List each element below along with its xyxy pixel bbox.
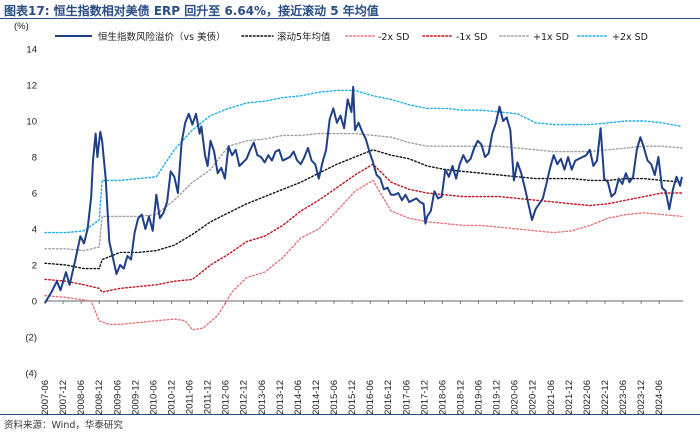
- x-tick-label: 2022-06: [582, 380, 593, 415]
- x-tick-label: 2011-06: [185, 380, 196, 414]
- series-line: [44, 163, 683, 293]
- x-tick-label: 2018-06: [437, 380, 448, 415]
- legend-label: -1x SD: [456, 32, 487, 43]
- x-tick-label: 2019-12: [492, 380, 503, 415]
- x-tick-label: 2014-06: [293, 380, 304, 415]
- y-tick-label: (4): [25, 369, 37, 380]
- series-line: [44, 149, 683, 270]
- x-tick-label: 2021-06: [546, 380, 557, 415]
- x-tick-label: 2012-12: [239, 380, 250, 415]
- x-tick-label: 2018-12: [455, 380, 466, 415]
- x-tick-label: 2007-12: [58, 380, 69, 415]
- x-tick-label: 2022-12: [600, 380, 611, 415]
- y-tick-label: 0: [32, 297, 37, 308]
- x-tick-label: 2013-06: [257, 380, 268, 415]
- x-tick-label: 2007-06: [40, 380, 51, 415]
- x-tick-label: 2021-12: [564, 380, 575, 415]
- legend-label: -2x SD: [378, 32, 409, 43]
- y-tick-label: 4: [32, 225, 37, 236]
- y-tick-label: 6: [32, 189, 37, 200]
- x-tick-label: 2008-12: [94, 380, 105, 415]
- x-tick-label: 2023-06: [618, 380, 629, 415]
- x-tick-label: 2024-06: [654, 380, 665, 415]
- legend-label: +2x SD: [612, 32, 648, 43]
- y-tick-label: 2: [32, 261, 37, 272]
- y-axis-label: (%): [14, 21, 29, 32]
- x-tick-label: 2009-06: [112, 380, 123, 415]
- x-tick-label: 2016-12: [383, 380, 394, 415]
- x-tick-label: 2017-06: [401, 380, 412, 415]
- source-note: 资料来源：Wind，华泰研究: [4, 420, 123, 431]
- x-tick-label: 2012-06: [221, 380, 232, 415]
- series-line: [44, 85, 683, 304]
- legend-label: 滚动5年均值: [277, 31, 331, 43]
- y-tick-label: 14: [26, 45, 37, 56]
- x-tick-label: 2011-12: [203, 380, 214, 414]
- source-divider: [0, 414, 700, 415]
- y-tick-label: 10: [26, 117, 37, 128]
- x-tick-label: 2016-06: [365, 380, 376, 415]
- x-tick-label: 2015-12: [347, 380, 358, 415]
- x-tick-label: 2020-12: [528, 380, 539, 415]
- x-tick-label: 2023-12: [636, 380, 647, 415]
- y-tick-label: 12: [26, 81, 37, 92]
- x-tick-label: 2009-12: [130, 380, 141, 415]
- title-bar: 图表17: 恒生指数相对美债 ERP 回升至 6.64%，接近滚动 5 年均值: [0, 0, 700, 19]
- y-tick-label: (2): [25, 333, 37, 344]
- series-line: [44, 89, 683, 234]
- x-tick-label: 2013-12: [275, 380, 286, 415]
- x-tick-label: 2019-06: [474, 380, 485, 415]
- legend-label: 恒生指数风险溢价（vs 美债）: [98, 31, 226, 43]
- x-tick-label: 2010-12: [166, 380, 177, 415]
- axes: (%) (4) (2) 0 2 4 6 8 10 12 14 2007-06 2007-12 2008-0…: [14, 21, 683, 415]
- x-tick-label: 2014-12: [311, 380, 322, 415]
- series-layer: [44, 85, 683, 331]
- x-tick-label: 2020-06: [510, 380, 521, 415]
- series-line: [44, 132, 683, 252]
- x-tick-label: 2010-06: [148, 380, 159, 415]
- series-line: [44, 179, 683, 331]
- chart-title: 图表17: 恒生指数相对美债 ERP 回升至 6.64%，接近滚动 5 年均值: [4, 4, 379, 18]
- x-tick-label: 2017-12: [419, 380, 430, 415]
- x-tick-label: 2015-06: [329, 380, 340, 415]
- x-tick-label: 2008-06: [76, 380, 87, 415]
- legend: 恒生指数风险溢价（vs 美债） 滚动5年均值 -2x SD -1x SD +1x SD +…: [55, 31, 648, 43]
- y-tick-label: 8: [32, 153, 37, 164]
- legend-label: +1x SD: [533, 32, 569, 43]
